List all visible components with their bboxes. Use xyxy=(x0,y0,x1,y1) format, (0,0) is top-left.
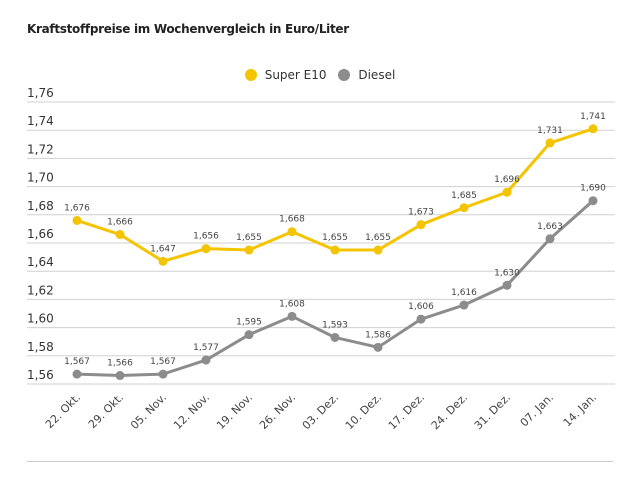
x-tick-label: 05. Nov. xyxy=(128,391,169,432)
data-point xyxy=(244,330,254,340)
data-label: 1,616 xyxy=(451,288,477,298)
y-tick-label: 1,66 xyxy=(27,227,54,241)
data-point xyxy=(459,300,469,310)
data-label: 1,566 xyxy=(107,359,133,369)
data-point xyxy=(287,311,297,321)
data-point xyxy=(158,256,168,266)
x-tick-label: 19. Nov. xyxy=(214,391,255,432)
data-point xyxy=(330,332,340,342)
data-label: 1,663 xyxy=(537,222,563,232)
data-label: 1,731 xyxy=(537,126,563,136)
data-label: 1,690 xyxy=(580,184,606,194)
data-label: 1,608 xyxy=(279,299,305,309)
legend-marker-icon xyxy=(244,69,257,81)
data-label: 1,685 xyxy=(451,191,477,201)
data-point xyxy=(115,371,125,381)
data-point xyxy=(416,220,426,230)
data-point xyxy=(459,203,469,213)
y-tick-label: 1,60 xyxy=(27,312,54,326)
data-label: 1,655 xyxy=(236,233,262,243)
data-label: 1,673 xyxy=(408,208,434,218)
data-label: 1,666 xyxy=(107,218,133,228)
data-label: 1,656 xyxy=(193,232,219,242)
y-tick-label: 1,62 xyxy=(27,283,54,297)
data-point xyxy=(244,245,254,255)
data-label: 1,595 xyxy=(236,318,262,328)
y-tick-label: 1,76 xyxy=(27,86,54,100)
data-label: 1,577 xyxy=(193,343,219,353)
data-label: 1,647 xyxy=(150,244,176,254)
x-tick-label: 07. Jan. xyxy=(518,391,557,430)
legend-item-super-e10[interactable]: Super E10 xyxy=(244,68,327,82)
y-tick-label: 1,56 xyxy=(27,368,54,382)
x-tick-label: 17. Dez. xyxy=(386,391,427,432)
data-point xyxy=(330,245,340,255)
data-point xyxy=(502,280,512,290)
x-tick-label: 26. Nov. xyxy=(257,391,298,432)
legend-marker-icon xyxy=(338,69,351,81)
legend-label: Super E10 xyxy=(264,68,327,82)
data-point xyxy=(115,230,125,240)
data-label: 1,676 xyxy=(64,203,90,213)
y-tick-label: 1,72 xyxy=(27,142,54,156)
data-point xyxy=(416,314,426,324)
data-point xyxy=(201,355,211,365)
data-label: 1,567 xyxy=(150,357,176,367)
data-label: 1,606 xyxy=(408,302,434,312)
data-point xyxy=(588,124,598,134)
data-label: 1,655 xyxy=(365,233,391,243)
legend: Super E10 Diesel xyxy=(0,68,640,84)
y-tick-label: 1,64 xyxy=(27,255,54,269)
data-label: 1,655 xyxy=(322,233,348,243)
data-point xyxy=(287,227,297,237)
data-point xyxy=(72,215,82,225)
data-label: 1,668 xyxy=(279,215,305,225)
data-point xyxy=(72,369,82,379)
y-tick-label: 1,70 xyxy=(27,171,54,185)
series-line-diesel xyxy=(76,199,594,378)
data-point xyxy=(201,244,211,254)
data-label: 1,593 xyxy=(322,320,348,330)
x-tick-label: 03. Dez. xyxy=(300,391,341,432)
data-label: 1,586 xyxy=(365,330,391,340)
x-tick-label: 29. Okt. xyxy=(86,391,126,431)
data-label: 1,567 xyxy=(64,357,90,367)
chart-title: Kraftstoffpreise im Wochenvergleich in E… xyxy=(27,22,349,36)
y-tick-label: 1,68 xyxy=(27,199,54,213)
data-point xyxy=(373,342,383,352)
x-tick-label: 24. Dez. xyxy=(429,391,470,432)
x-tick-label: 12. Nov. xyxy=(171,391,212,432)
data-point xyxy=(502,187,512,197)
x-tick-label: 10. Dez. xyxy=(343,391,384,432)
data-label: 1,696 xyxy=(494,175,520,185)
data-point xyxy=(545,234,555,244)
data-point xyxy=(588,196,598,206)
data-point xyxy=(373,245,383,255)
data-label: 1,630 xyxy=(494,268,520,278)
x-tick-label: 31. Dez. xyxy=(472,391,513,432)
legend-label: Diesel xyxy=(358,68,396,82)
data-point xyxy=(545,138,555,148)
legend-item-diesel[interactable]: Diesel xyxy=(338,68,395,82)
divider xyxy=(27,461,613,462)
x-tick-label: 14. Jan. xyxy=(561,391,600,430)
x-tick-label: 22. Okt. xyxy=(43,391,83,431)
data-point xyxy=(158,369,168,379)
y-tick-label: 1,58 xyxy=(27,340,54,354)
data-label: 1,741 xyxy=(580,112,606,122)
y-tick-label: 1,74 xyxy=(27,114,54,128)
